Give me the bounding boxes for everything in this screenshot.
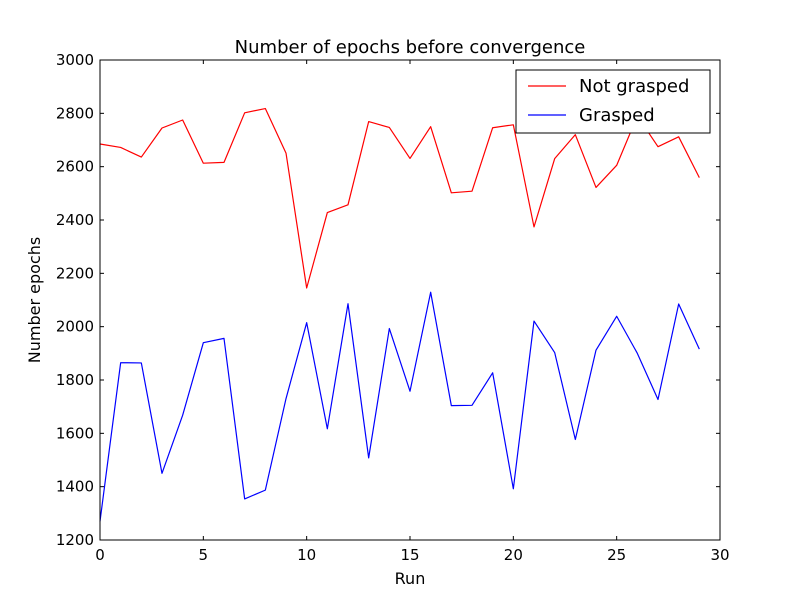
legend-label-grasped: Grasped: [579, 105, 655, 126]
x-tick-label: 10: [297, 546, 316, 564]
y-tick-label: 2800: [56, 104, 94, 122]
y-tick-label: 2600: [56, 158, 94, 176]
y-tick-label: 3000: [56, 51, 94, 69]
plot-frame: [99, 59, 721, 541]
x-tick-label: 25: [607, 546, 626, 564]
series-lines: [99, 107, 700, 522]
x-tick-label: 30: [710, 546, 729, 564]
y-tick-label: 1800: [56, 371, 94, 389]
x-tick-label: 5: [199, 546, 209, 564]
y-tick-label: 1400: [56, 478, 94, 496]
chart-title: Number of epochs before convergence: [235, 37, 586, 58]
legend-label-not-grasped: Not grasped: [579, 76, 689, 97]
y-axis-label: Number epochs: [25, 237, 44, 363]
y-tick-label: 2000: [56, 318, 94, 336]
x-axis-label: Run: [395, 569, 426, 588]
legend: Not grasped Grasped: [515, 69, 711, 134]
tick-group: 0 5 10 15 20 25 30 1200 1400 1600 1800 2000 2200 2400…: [56, 51, 730, 564]
y-tick-label: 1200: [56, 531, 94, 549]
series-line-not-grasped: [99, 107, 700, 289]
legend-box: [515, 69, 711, 134]
x-tick-label: 15: [400, 546, 419, 564]
y-tick-label: 2200: [56, 264, 94, 282]
series-line-grasped: [99, 291, 700, 522]
x-tick-label: 20: [504, 546, 523, 564]
y-tick-label: 1600: [56, 424, 94, 442]
x-tick-label: 0: [95, 546, 105, 564]
y-tick-label: 2400: [56, 211, 94, 229]
